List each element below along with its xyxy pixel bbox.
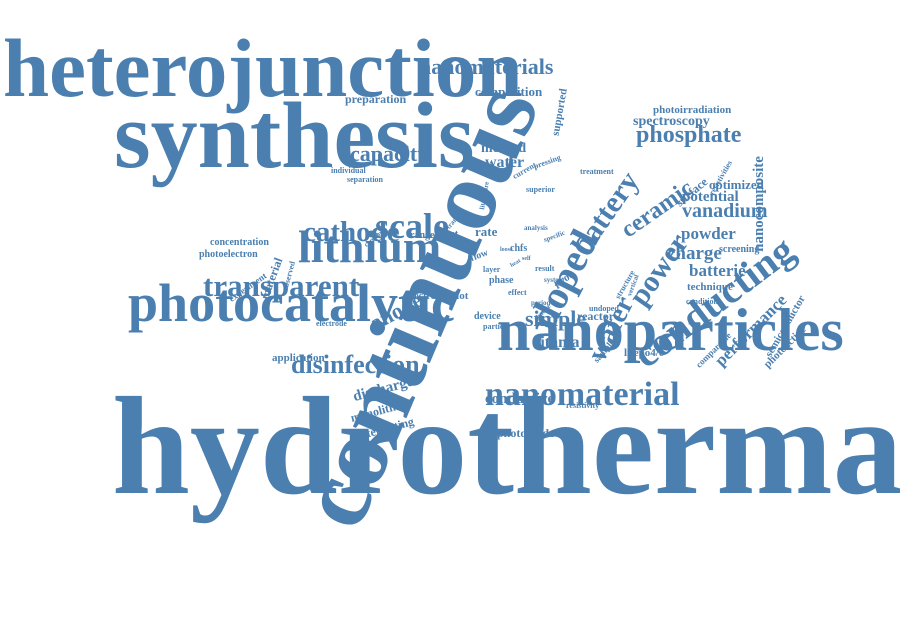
- word-nanocomposite: nanocomposite: [751, 156, 768, 252]
- word-powder: powder: [681, 224, 736, 244]
- word-particle: particle: [483, 322, 510, 332]
- word-photoelectron: photoelectron: [199, 249, 258, 261]
- word-nanomaterial: nanomaterial: [485, 375, 680, 413]
- word-resistivity: resistivity: [566, 401, 600, 411]
- word-loose: loose: [500, 246, 513, 253]
- word-batterie: batterie: [689, 261, 746, 281]
- word-method: method: [481, 140, 527, 156]
- word-separation: separation: [347, 175, 383, 185]
- word-lithium: lithium: [298, 221, 442, 273]
- word-photoirradiation: photoirradiation: [653, 103, 732, 116]
- word-nanoparticles: nanoparticles: [497, 297, 844, 364]
- word-hydrothermal: hydrothermal: [112, 368, 900, 524]
- word-nanomaterials: nanomaterials: [419, 54, 554, 80]
- word-spectroscopy: spectroscopy: [633, 113, 710, 129]
- word-vanadium: vanadium: [682, 199, 768, 222]
- word-supported: supported: [549, 87, 570, 137]
- word-application: application: [272, 351, 325, 364]
- word-transparent: transparent: [203, 268, 360, 304]
- word-electrode: electrode: [316, 319, 347, 329]
- word-device: device: [474, 311, 501, 323]
- word-simple: simple: [525, 306, 587, 332]
- word-technique: technique: [687, 280, 733, 293]
- word-cost: cost: [440, 227, 459, 240]
- word-result: result: [535, 264, 555, 274]
- word-effect: effect: [508, 288, 527, 298]
- word-analysis: analysis: [524, 223, 548, 232]
- word-treatment: treatment: [580, 167, 614, 177]
- word-reactor: reactor: [577, 308, 615, 323]
- word-system: system: [544, 275, 565, 284]
- word-disinfection: disinfection: [291, 349, 420, 379]
- word-composition: composition: [475, 83, 543, 99]
- word-condition: condition: [686, 297, 719, 307]
- word-period: period: [531, 298, 551, 307]
- word-layer: layer: [483, 265, 501, 275]
- word-cathode: cathode: [303, 216, 400, 249]
- word-chfs: chfs: [510, 243, 528, 255]
- word-conductive: conductive: [485, 391, 555, 408]
- word-range: range: [410, 230, 435, 242]
- word-lifepo4c: lifepo4/c: [624, 346, 664, 359]
- word-photocatalytic: photocatalytic: [128, 272, 455, 333]
- word-charge: charge: [667, 242, 722, 264]
- word-phase: phase: [489, 275, 514, 287]
- word-water: water: [485, 154, 525, 172]
- word-preparation: preparation: [345, 91, 407, 106]
- word-electron: electron: [407, 291, 442, 303]
- word-synthesis: synthesis: [114, 84, 475, 189]
- word-self: self: [522, 255, 531, 262]
- word-heterojunction: heterojunction: [3, 21, 523, 114]
- word-screening: screening: [719, 244, 760, 256]
- word-concentration: concentration: [210, 237, 269, 249]
- word-potential: potential: [682, 189, 739, 206]
- word-pilot: pilot: [447, 289, 469, 302]
- word-scale: scale: [375, 206, 449, 247]
- word-rate: rate: [475, 223, 498, 239]
- word-photodiode: photodiode: [497, 425, 555, 440]
- word-optimized: optimized: [709, 176, 764, 192]
- word-individual: individual: [331, 166, 366, 176]
- word-undoped: undoped: [589, 304, 619, 314]
- word-titania: titania: [535, 334, 580, 352]
- word-heat: heat: [509, 258, 522, 269]
- word-capacity: capacity: [350, 141, 429, 167]
- word-phosphate: phosphate: [636, 122, 742, 149]
- word-superior: superior: [526, 185, 555, 195]
